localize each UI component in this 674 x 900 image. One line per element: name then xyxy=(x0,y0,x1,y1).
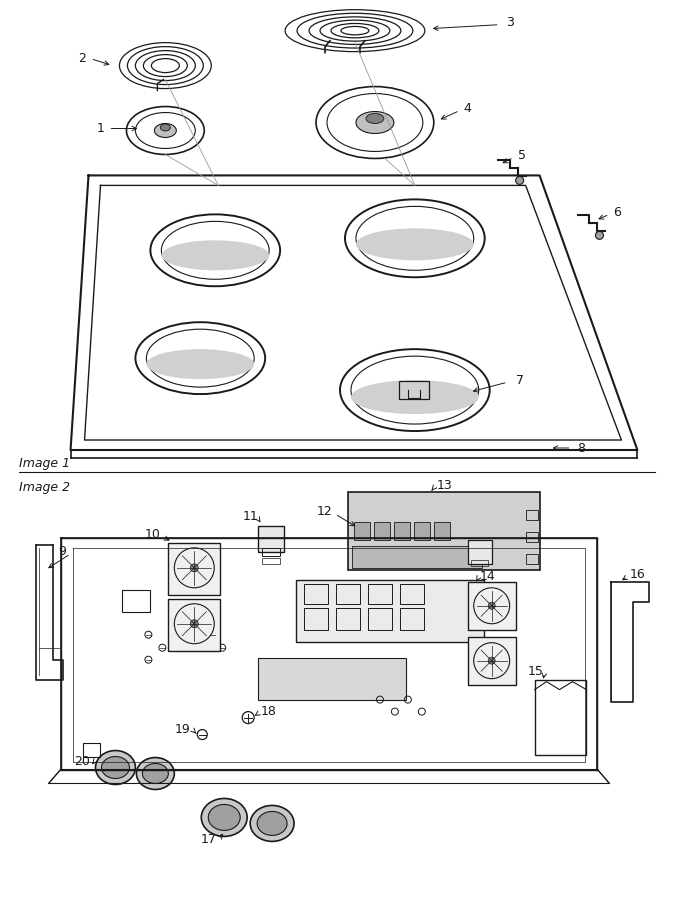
Text: Image 1: Image 1 xyxy=(19,457,70,471)
Text: 10: 10 xyxy=(144,528,160,542)
Text: 9: 9 xyxy=(59,545,67,558)
Bar xyxy=(374,522,390,540)
Bar xyxy=(304,608,328,630)
Circle shape xyxy=(190,620,198,627)
Bar xyxy=(434,522,450,540)
Circle shape xyxy=(595,231,603,239)
Text: 1: 1 xyxy=(96,122,104,135)
Bar xyxy=(468,581,516,630)
Text: 3: 3 xyxy=(506,16,514,29)
Bar xyxy=(168,598,220,651)
Bar xyxy=(470,560,488,566)
Ellipse shape xyxy=(102,757,129,778)
Ellipse shape xyxy=(202,798,247,836)
Text: 17: 17 xyxy=(200,832,216,846)
Text: 7: 7 xyxy=(516,374,524,387)
Bar xyxy=(123,590,150,612)
Ellipse shape xyxy=(250,806,294,842)
Ellipse shape xyxy=(208,805,240,831)
Text: 14: 14 xyxy=(480,571,495,583)
Bar xyxy=(82,742,100,757)
Text: Image 2: Image 2 xyxy=(19,482,70,494)
Circle shape xyxy=(516,176,524,184)
Bar xyxy=(468,540,491,563)
Text: 6: 6 xyxy=(613,206,621,219)
Bar xyxy=(526,510,538,520)
Bar xyxy=(526,532,538,542)
Text: 19: 19 xyxy=(175,723,190,736)
Bar xyxy=(414,522,430,540)
Bar xyxy=(534,680,586,754)
Ellipse shape xyxy=(161,240,269,270)
Text: 16: 16 xyxy=(630,568,645,581)
Ellipse shape xyxy=(356,229,474,260)
Ellipse shape xyxy=(351,380,479,414)
Bar xyxy=(348,492,540,570)
Circle shape xyxy=(190,563,198,572)
Text: 5: 5 xyxy=(518,149,526,162)
Ellipse shape xyxy=(146,349,254,379)
Text: 8: 8 xyxy=(578,442,586,454)
Bar xyxy=(258,658,406,699)
Ellipse shape xyxy=(136,758,175,789)
Text: 18: 18 xyxy=(260,705,276,718)
Bar xyxy=(368,608,392,630)
Bar xyxy=(336,584,360,604)
Bar xyxy=(368,584,392,604)
Ellipse shape xyxy=(160,124,171,131)
Ellipse shape xyxy=(366,113,384,123)
Text: 20: 20 xyxy=(75,755,90,768)
Bar xyxy=(468,636,516,685)
Text: 4: 4 xyxy=(464,102,472,115)
Bar xyxy=(258,526,284,552)
Bar xyxy=(400,608,424,630)
Circle shape xyxy=(488,602,495,609)
Circle shape xyxy=(488,657,495,664)
Bar xyxy=(262,558,280,563)
Ellipse shape xyxy=(154,123,177,138)
Bar xyxy=(304,584,328,604)
Bar xyxy=(352,546,482,568)
Bar xyxy=(262,548,280,556)
Bar xyxy=(394,522,410,540)
Text: 12: 12 xyxy=(317,506,333,518)
Text: 13: 13 xyxy=(437,480,453,492)
Ellipse shape xyxy=(356,112,394,133)
Text: 2: 2 xyxy=(79,52,86,65)
Ellipse shape xyxy=(257,812,287,835)
Text: 11: 11 xyxy=(243,510,258,524)
Bar xyxy=(168,543,220,595)
Bar xyxy=(400,584,424,604)
Text: 15: 15 xyxy=(528,665,543,679)
Bar xyxy=(354,522,370,540)
Ellipse shape xyxy=(96,751,135,785)
Bar xyxy=(336,608,360,630)
Bar xyxy=(526,554,538,563)
Ellipse shape xyxy=(142,763,168,784)
Bar xyxy=(296,580,484,642)
